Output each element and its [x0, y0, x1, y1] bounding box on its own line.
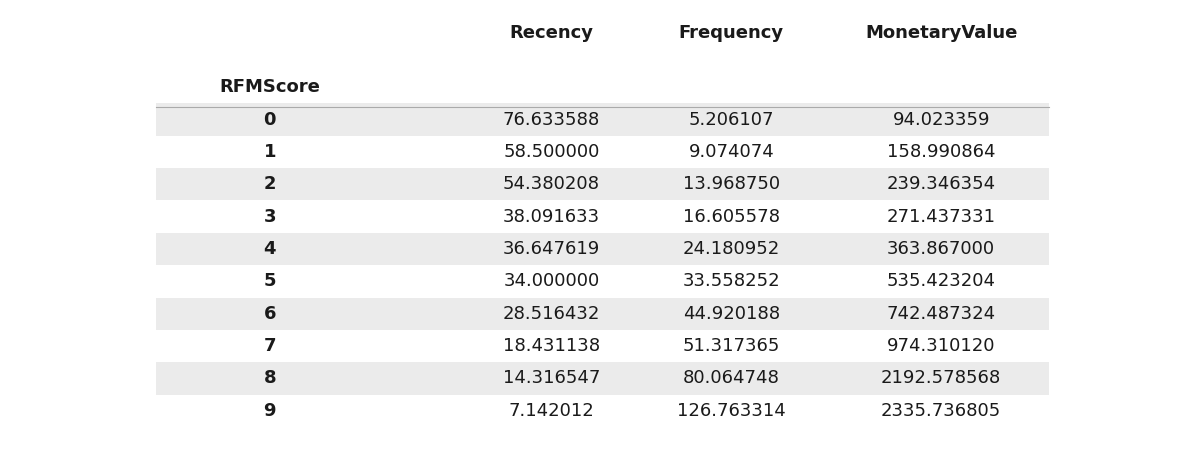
Text: 2335.736805: 2335.736805: [881, 402, 1001, 420]
Text: 5.206107: 5.206107: [688, 111, 775, 129]
Text: 2192.578568: 2192.578568: [881, 370, 1001, 387]
Text: 28.516432: 28.516432: [502, 305, 601, 323]
Text: 3: 3: [264, 208, 276, 226]
FancyBboxPatch shape: [156, 298, 1049, 330]
Text: 34.000000: 34.000000: [504, 272, 600, 290]
Text: 38.091633: 38.091633: [502, 208, 601, 226]
Text: 9.074074: 9.074074: [688, 143, 775, 161]
Text: 363.867000: 363.867000: [887, 240, 995, 258]
Text: 7.142012: 7.142012: [508, 402, 595, 420]
FancyBboxPatch shape: [156, 168, 1049, 201]
Text: 742.487324: 742.487324: [886, 305, 996, 323]
FancyBboxPatch shape: [156, 201, 1049, 233]
Text: 7: 7: [264, 337, 276, 355]
Text: 13.968750: 13.968750: [682, 175, 781, 193]
FancyBboxPatch shape: [156, 136, 1049, 168]
Text: 126.763314: 126.763314: [677, 402, 785, 420]
Text: 33.558252: 33.558252: [682, 272, 781, 290]
Text: 239.346354: 239.346354: [886, 175, 996, 193]
Text: RFMScore: RFMScore: [219, 78, 320, 96]
Text: 76.633588: 76.633588: [502, 111, 601, 129]
FancyBboxPatch shape: [156, 330, 1049, 363]
Text: Frequency: Frequency: [679, 24, 784, 42]
FancyBboxPatch shape: [156, 363, 1049, 395]
Text: 535.423204: 535.423204: [887, 272, 995, 290]
Text: 36.647619: 36.647619: [502, 240, 601, 258]
Text: 14.316547: 14.316547: [502, 370, 601, 387]
Text: 5: 5: [264, 272, 276, 290]
Text: 0: 0: [264, 111, 276, 129]
FancyBboxPatch shape: [156, 395, 1049, 427]
Text: 271.437331: 271.437331: [887, 208, 995, 226]
Text: MonetaryValue: MonetaryValue: [864, 24, 1018, 42]
Text: 24.180952: 24.180952: [682, 240, 781, 258]
Text: 16.605578: 16.605578: [683, 208, 779, 226]
Text: 2: 2: [264, 175, 276, 193]
Text: 94.023359: 94.023359: [892, 111, 990, 129]
Text: 1: 1: [264, 143, 276, 161]
Text: 18.431138: 18.431138: [502, 337, 601, 355]
Text: 44.920188: 44.920188: [682, 305, 781, 323]
Text: 974.310120: 974.310120: [887, 337, 995, 355]
Text: 54.380208: 54.380208: [504, 175, 600, 193]
FancyBboxPatch shape: [156, 233, 1049, 265]
Text: 58.500000: 58.500000: [504, 143, 600, 161]
Text: 9: 9: [264, 402, 276, 420]
Text: 51.317365: 51.317365: [682, 337, 781, 355]
Text: 6: 6: [264, 305, 276, 323]
Text: 80.064748: 80.064748: [683, 370, 779, 387]
Text: 8: 8: [264, 370, 276, 387]
Text: 4: 4: [264, 240, 276, 258]
Text: Recency: Recency: [510, 24, 594, 42]
FancyBboxPatch shape: [156, 265, 1049, 298]
FancyBboxPatch shape: [156, 104, 1049, 136]
Text: 158.990864: 158.990864: [887, 143, 995, 161]
